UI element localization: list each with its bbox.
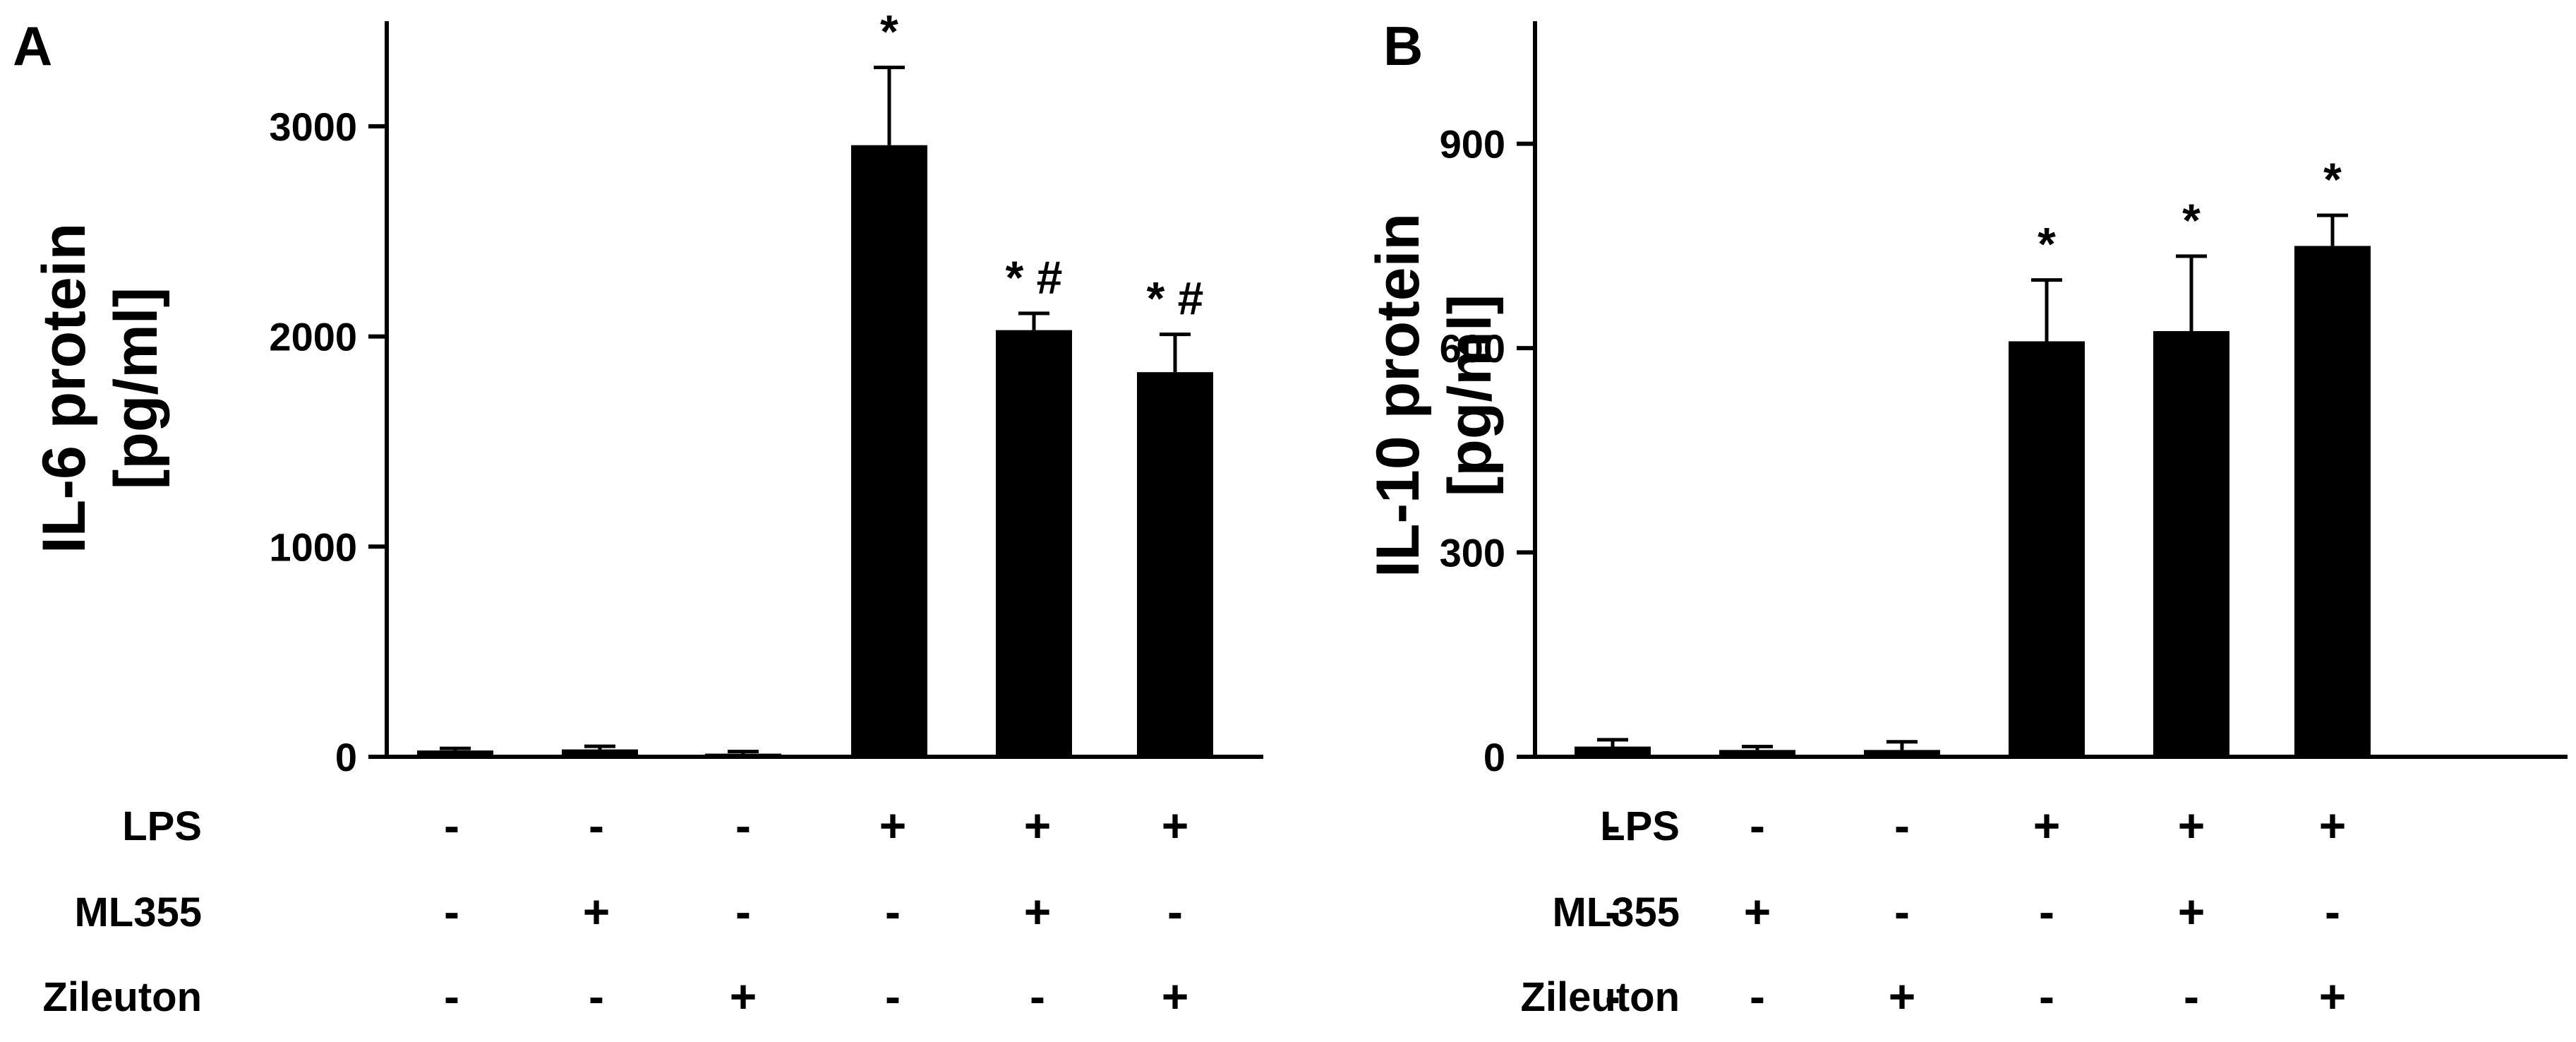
panel-1-condition-1-sign-3: - [2039,885,2054,938]
panel-0-bar-4 [996,330,1072,757]
panel-0-condition-2-sign-2: + [730,970,757,1022]
panel-0-condition-0-sign-1: - [589,799,604,851]
panel-1-condition-1-sign-1: + [1744,885,1771,938]
panel-0-ytick-label-0: 0 [335,735,357,779]
panel-1-condition-0-sign-5: + [2319,799,2347,851]
panel-1-condition-2-sign-4: - [2184,970,2199,1022]
panel-1-annotation-3: * [2038,218,2056,270]
panel-1-annotation-4: * [2182,194,2201,246]
panel-0-condition-1-sign-4: + [1024,885,1052,938]
panel-0-condition-2-sign-4: - [1030,970,1045,1022]
panel-0-bar-0 [417,750,493,757]
panel-0-condition-1-sign-2: - [735,885,751,938]
panel-1-condition-1-sign-5: - [2325,885,2340,938]
panel-0-condition-label-0: LPS [122,803,202,849]
panel-0-condition-2-sign-5: + [1162,970,1189,1022]
panel-0-ylabel-line-1: [pg/ml] [102,287,170,490]
panel-0-condition-0-sign-0: - [444,799,459,851]
panel-1-letter: B [1383,15,1423,77]
panel-0-condition-1-sign-3: - [885,885,901,938]
panel-1-ytick-label-1: 300 [1440,531,1505,575]
panel-1-condition-2-sign-3: - [2039,970,2054,1022]
panel-0-condition-2-sign-3: - [885,970,901,1022]
panel-1-condition-1-sign-0: - [1605,885,1620,938]
panel-0-bar-5 [1137,372,1213,757]
panel-1-condition-label-2: Zileuton [1520,974,1680,1020]
panel-0-annotation-3: * [880,5,898,57]
panel-0-condition-label-1: ML355 [74,890,202,935]
panel-1-condition-0-sign-3: + [2033,799,2061,851]
panel-0-annotation-5: * # [1147,273,1204,325]
panel-0-condition-1-sign-1: + [583,885,610,938]
panel-0-condition-2-sign-1: - [589,970,604,1022]
panel-0-ytick-label-1: 1000 [269,525,357,569]
panel-1-condition-0-sign-1: - [1750,799,1765,851]
panel-1-bar-0 [1575,746,1651,757]
panel-1-condition-1-sign-2: - [1894,885,1910,938]
panel-0-condition-2-sign-0: - [444,970,459,1022]
panel-0-condition-label-2: Zileuton [42,974,202,1020]
panel-1-condition-2-sign-1: - [1750,970,1765,1022]
panel-0-letter: A [13,15,52,77]
panel-1-condition-1-sign-4: + [2178,885,2205,938]
panel-1-ytick-label-0: 0 [1483,735,1505,779]
panel-1-ylabel-line-0: IL-10 protein [1364,213,1432,577]
panel-0-ylabel-line-0: IL-6 protein [30,223,98,553]
panel-1-ytick-label-2: 600 [1440,326,1505,371]
panel-0-bar-3 [851,145,927,757]
panel-1-bar-5 [2294,246,2371,757]
panel-0-condition-0-sign-2: - [735,799,751,851]
panel-1-bar-1 [1719,750,1795,757]
panel-0-bar-1 [562,749,638,757]
panel-0-condition-0-sign-4: + [1024,799,1052,851]
panel-1-condition-label-1: ML355 [1552,890,1680,935]
panel-1-condition-2-sign-0: - [1605,970,1620,1022]
panel-1-condition-0-sign-4: + [2178,799,2205,851]
panel-0-condition-0-sign-5: + [1162,799,1189,851]
panel-1-bar-2 [1864,750,1940,757]
panel-1-condition-2-sign-2: + [1889,970,1916,1022]
panel-0-ytick-label-3: 3000 [269,104,357,149]
panel-0-condition-1-sign-5: - [1167,885,1183,938]
panel-0-condition-1-sign-0: - [444,885,459,938]
panel-0-ytick-label-2: 2000 [269,315,357,359]
panel-1-condition-label-0: LPS [1600,803,1680,849]
panel-0-bar-2 [705,753,781,757]
panel-1-condition-2-sign-5: + [2319,970,2347,1022]
panel-1-condition-0-sign-0: - [1605,799,1620,851]
panel-0-annotation-4: * # [1006,251,1063,304]
panel-1-bar-4 [2153,330,2229,757]
panel-1-ytick-label-3: 900 [1440,122,1505,167]
panel-1-annotation-5: * [2323,153,2342,205]
panel-0-condition-0-sign-3: + [879,799,907,851]
panel-1-ylabel-line-1: [pg/ml] [1436,294,1504,497]
panel-1-condition-0-sign-2: - [1894,799,1910,851]
panel-1-bar-3 [2009,341,2085,757]
